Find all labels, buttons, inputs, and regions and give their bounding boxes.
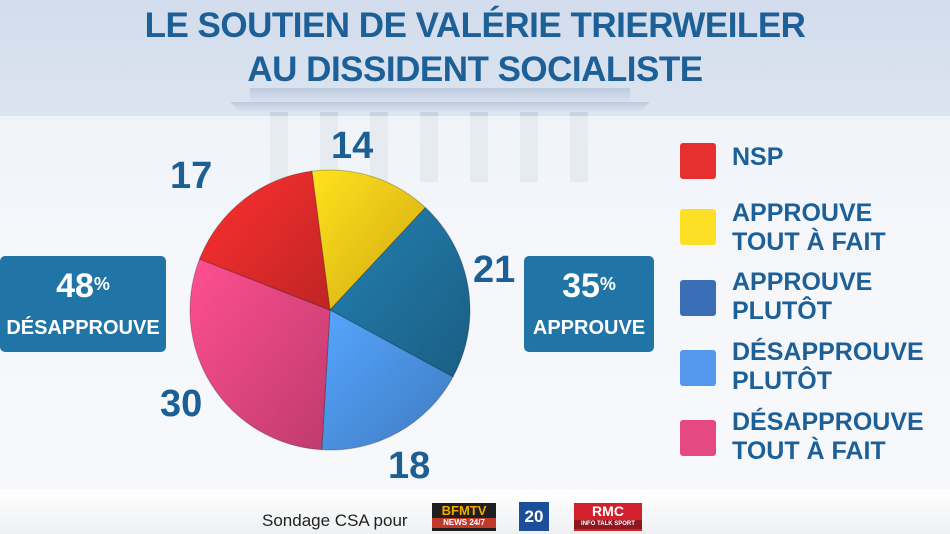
20-logo-text: 20 <box>524 507 544 526</box>
data-label-approuve-tout-a-fait: 14 <box>331 125 374 167</box>
rmc-logo: RMC INFO TALK SPORT <box>574 503 642 531</box>
pie-slice-desapprouve-tout-a-fait <box>189 258 331 451</box>
legend-label-nsp: NSP <box>732 143 784 171</box>
data-label-desapprouve-tout-a-fait: 30 <box>160 383 203 425</box>
legend-swatch-desapprouve-plutot <box>680 350 716 386</box>
total-approuve-box: 35% APPROUVE <box>524 256 654 352</box>
bfmtv-logo-subtext: NEWS 24/7 <box>432 518 496 528</box>
total-desapprouve-unit: % <box>93 274 110 294</box>
bfmtv-logo-text: BFMTV <box>441 503 487 518</box>
pie-slice-approuve-plutot <box>329 206 471 378</box>
total-desapprouve-box: 48% DÉSAPPROUVE <box>0 256 166 352</box>
legend-label-desapprouve-tout-a-fait: DÉSAPPROUVE TOUT À FAIT <box>732 408 924 465</box>
bfmtv-logo: BFMTV NEWS 24/7 <box>432 503 496 531</box>
pie-slice-approuve-tout-a-fait <box>311 169 427 312</box>
source-text: Sondage CSA pour <box>262 511 408 530</box>
legend-swatch-approuve-tout-a-fait <box>680 209 716 245</box>
pie-slice-desapprouve-plutot <box>321 309 454 451</box>
20-logo: 20 <box>519 502 549 531</box>
total-approuve-label: APPROUVE <box>532 317 646 339</box>
legend-label-desapprouve-plutot: DÉSAPPROUVE PLUTÔT <box>732 338 924 395</box>
legend-label-approuve-plutot: APPROUVE PLUTÔT <box>732 268 873 325</box>
chart-title: LE SOUTIEN DE VALÉRIE TRIERWEILER AU DIS… <box>0 4 950 92</box>
total-approuve-unit: % <box>599 274 616 294</box>
total-approuve-value: 35 <box>562 267 600 305</box>
data-label-desapprouve-plutot: 18 <box>388 445 431 487</box>
legend-swatch-desapprouve-tout-a-fait <box>680 420 716 456</box>
rmc-logo-text: RMC <box>592 503 624 519</box>
legend-label-approuve-tout-a-fait: APPROUVE TOUT À FAIT <box>732 199 886 256</box>
legend-swatch-approuve-plutot <box>680 280 716 316</box>
total-desapprouve-label: DÉSAPPROUVE <box>6 317 160 339</box>
data-label-nsp: 17 <box>170 155 213 197</box>
total-desapprouve-value: 48 <box>56 267 94 305</box>
title-line-1: LE SOUTIEN DE VALÉRIE TRIERWEILER <box>144 6 806 45</box>
legend-swatch-nsp <box>680 143 716 179</box>
rmc-logo-subtext: INFO TALK SPORT <box>574 520 642 529</box>
pie-slice-nsp <box>198 170 331 311</box>
data-label-approuve-plutot: 21 <box>473 249 516 291</box>
title-line-2: AU DISSIDENT SOCIALISTE <box>247 50 703 89</box>
